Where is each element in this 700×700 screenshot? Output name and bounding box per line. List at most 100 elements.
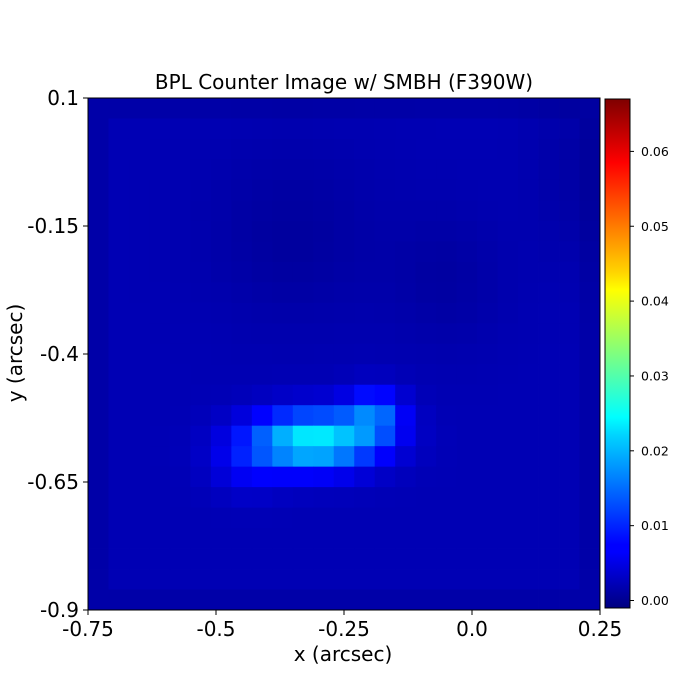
heatmap-cell [436,261,458,283]
heatmap-cell [272,384,294,406]
heatmap-cell [579,548,601,570]
heatmap-cell [88,446,109,468]
heatmap-cell [190,323,212,345]
heatmap-cell [292,528,314,549]
heatmap-cell [395,220,417,242]
heatmap-cell [272,138,294,160]
heatmap-cell [354,466,376,488]
heatmap-cell [477,138,498,160]
heatmap-cell [149,405,171,427]
heatmap-cell [559,220,580,242]
heatmap-cell [88,261,109,283]
heatmap-cell [251,384,273,406]
heatmap-cell [149,282,171,304]
heatmap-cell [292,241,314,263]
heatmap-cell [190,343,212,365]
heatmap-cell [210,200,232,222]
heatmap-cell [477,487,498,508]
heatmap-cell [292,446,314,468]
x-tick-label: 0.0 [456,617,488,641]
heatmap-cell [169,343,191,365]
heatmap-cell [88,159,109,181]
heatmap-cell [149,179,171,201]
heatmap-cell [436,241,458,263]
heatmap-cell [415,241,437,263]
heatmap-cell [128,200,150,222]
heatmap-cell [251,220,273,242]
colorbar-tick-label: 0.04 [641,294,669,309]
heatmap-cell [128,384,150,406]
heatmap-cell [313,323,335,345]
heatmap-cell [108,118,130,140]
heatmap-cell [272,569,294,590]
heatmap-cell [497,282,519,304]
heatmap-cell [210,302,232,324]
heatmap-cell [108,179,130,201]
heatmap-cell [128,241,150,263]
heatmap-cell [395,323,417,345]
heatmap-cell [497,364,519,386]
heatmap-cell [497,241,519,263]
heatmap-cell [313,364,335,386]
heatmap-cell [395,384,417,406]
heatmap-cell [374,569,396,590]
heatmap-cell [374,528,396,549]
heatmap-cell [333,241,355,263]
heatmap-cell [559,159,580,181]
heatmap-cell [128,569,150,590]
heatmap-cell [292,466,314,488]
heatmap-cell [374,466,396,488]
heatmap-cell [497,159,519,181]
heatmap-cell [354,179,376,201]
heatmap-cell [497,138,519,160]
chart-title: BPL Counter Image w/ SMBH (F390W) [155,70,533,94]
heatmap-cell [210,446,232,468]
heatmap-cell [169,364,191,386]
heatmap-cell [333,200,355,222]
heatmap-cell [149,138,171,160]
heatmap-cell [128,364,150,386]
heatmap-cell [497,528,519,549]
heatmap-cell [354,446,376,468]
heatmap-cell [231,548,253,570]
heatmap-cell [374,138,396,160]
heatmap-cell [128,302,150,324]
heatmap-cell [88,528,109,549]
heatmap-cell [456,425,478,447]
heatmap-cell [477,98,498,119]
heatmap-cell [559,405,580,427]
heatmap-cell [559,138,580,160]
heatmap-cell [128,343,150,365]
heatmap-cell [518,261,539,283]
heatmap-cell [231,138,253,160]
heatmap-cell [108,343,130,365]
heatmap-cell [333,589,355,611]
heatmap-cell [518,384,539,406]
heatmap-cell [251,569,273,590]
heatmap-cell [354,384,376,406]
heatmap-cell [354,200,376,222]
heatmap-cell [333,446,355,468]
heatmap-cell [313,302,335,324]
heatmap-cell [272,589,294,611]
heatmap-cell [169,384,191,406]
heatmap-cell [395,446,417,468]
heatmap-cell [415,323,437,345]
heatmap-cell [518,569,539,590]
heatmap-cell [128,118,150,140]
heatmap-cell [579,528,601,549]
heatmap-cell [231,323,253,345]
heatmap-cell [518,118,539,140]
heatmap-cell [354,343,376,365]
heatmap-cell [374,220,396,242]
heatmap-cell [169,138,191,160]
heatmap-cell [579,159,601,181]
heatmap-cell [415,528,437,549]
heatmap-cell [518,302,539,324]
heatmap-cell [251,466,273,488]
heatmap-cell [272,548,294,570]
heatmap-cell [559,364,580,386]
heatmap-cell [108,323,130,345]
heatmap-cell [108,384,130,406]
heatmap-cell [210,343,232,365]
